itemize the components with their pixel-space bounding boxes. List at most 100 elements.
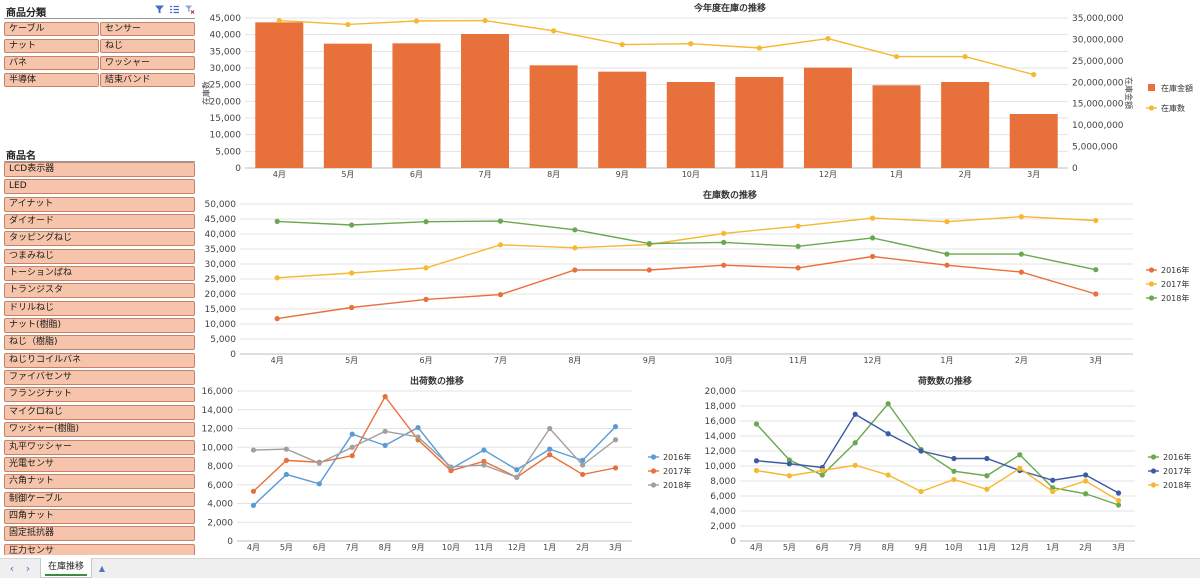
x-tick-label: 5月: [341, 170, 354, 179]
slicer-item[interactable]: 圧力センサ: [4, 543, 195, 555]
data-point-2018年: [721, 239, 727, 245]
slicer-item[interactable]: フランジナット: [4, 387, 195, 403]
slicer-item[interactable]: ワッシャー(樹脂): [4, 422, 195, 438]
slicer-item[interactable]: LED: [4, 179, 195, 195]
multi-select-icon[interactable]: [169, 4, 180, 15]
clear-filter-icon[interactable]: [184, 4, 195, 15]
legend-label: 在庫数: [1161, 103, 1185, 113]
slicer-item[interactable]: センサー: [100, 22, 195, 36]
slicer-item[interactable]: アイナット: [4, 196, 195, 212]
slicer-item[interactable]: ねじ: [100, 39, 195, 53]
data-point-2016年: [547, 446, 553, 452]
data-point-2017年: [423, 265, 429, 271]
slicer-item[interactable]: ファイバセンサ: [4, 370, 195, 386]
y-tick-label: 8,000: [710, 477, 736, 487]
slicer-item[interactable]: 半導体: [4, 73, 99, 87]
slicer-item[interactable]: 光電センサ: [4, 456, 195, 472]
legend-swatch: [1150, 482, 1157, 488]
inventory-combo-chart[interactable]: 今年度在庫の推移 0 5,000 10,000 15,000 20,000 25,000 30…: [200, 0, 1200, 185]
legend-swatch: [1150, 454, 1157, 460]
data-point-2018年: [918, 488, 924, 495]
sheet-tab-inventory[interactable]: 在庫推移: [40, 558, 92, 578]
y-tick-label: 5,000: [210, 335, 236, 345]
filter-icon[interactable]: [154, 4, 165, 15]
bar-在庫金額: [529, 65, 578, 168]
slicer-item[interactable]: ドリルねじ: [4, 300, 195, 316]
bar-在庫金額: [666, 82, 715, 168]
x-tick-label: 8月: [882, 543, 895, 552]
slicer-item[interactable]: 四角ナット: [4, 508, 195, 524]
series-line-2017年: [756, 413, 1119, 494]
slicer-item[interactable]: 結束バンド: [100, 73, 195, 87]
data-point-2018年: [646, 241, 652, 247]
y-tick-label: 6,000: [710, 492, 736, 502]
sheet-menu-button[interactable]: ▲: [98, 564, 106, 573]
legend-label: 在庫金額: [1161, 83, 1193, 93]
x-tick-label: 11月: [475, 543, 493, 552]
data-point-2016年: [721, 262, 727, 268]
category-slicer: 商品分類 ケーブル センサー ナット ねじ バネ ワッシャー 半導体 結束バンド: [4, 2, 195, 94]
bar-在庫金額: [803, 67, 852, 168]
x-tick-label: 11月: [750, 170, 768, 179]
x-tick-label: 9月: [643, 356, 656, 365]
data-point-在庫数: [962, 53, 968, 60]
next-sheet-button[interactable]: ›: [25, 562, 31, 575]
slicer-item[interactable]: ねじ（樹脂): [4, 335, 195, 351]
package-line-chart[interactable]: 荷数数の推移 0 2,000 4,000 6,000 8,000 10,000 12,000 1…: [700, 373, 1200, 555]
data-point-2018年: [869, 235, 876, 241]
slicer-item[interactable]: つまみねじ: [4, 248, 195, 264]
data-point-2017年: [852, 411, 858, 417]
slicer-item[interactable]: タッピングねじ: [4, 231, 195, 247]
data-point-2016年: [984, 473, 990, 479]
data-point-在庫数: [276, 17, 282, 24]
chart-title: 出荷数の推移: [410, 375, 464, 387]
y-tick-label: 15,000: [210, 114, 242, 124]
slicer-item[interactable]: ケーブル: [4, 22, 99, 36]
slicer-item[interactable]: ねじりコイルバネ: [4, 352, 195, 368]
sheet-tab-bar: ‹ › 在庫推移 ▲: [0, 558, 1200, 578]
data-point-2017年: [984, 455, 990, 462]
y2-tick-label: 5,000,000: [1072, 143, 1118, 153]
slicer-item[interactable]: トランジスタ: [4, 283, 195, 299]
y2-tick-label: 15,000,000: [1072, 100, 1124, 110]
x-tick-label: 10月: [682, 170, 700, 179]
slicer-item[interactable]: ナット: [4, 39, 99, 53]
x-tick-label: 4月: [750, 543, 763, 552]
data-point-2016年: [1018, 269, 1024, 275]
slicer-item[interactable]: トーションばね: [4, 266, 195, 282]
y-tick-label: 12,000: [705, 447, 737, 457]
y-axis-label: 在庫数: [201, 81, 211, 105]
slicer-item[interactable]: 六角ナット: [4, 474, 195, 490]
data-point-2017年: [283, 457, 289, 463]
slicer-item[interactable]: ワッシャー: [100, 56, 195, 70]
data-point-2016年: [819, 472, 825, 478]
slicer-item[interactable]: ダイオード: [4, 214, 195, 230]
x-tick-label: 6月: [816, 543, 829, 552]
y-tick-label: 12,000: [202, 425, 234, 435]
data-point-2018年: [1050, 488, 1056, 495]
slicer-item[interactable]: バネ: [4, 56, 99, 70]
shipment-line-chart[interactable]: 出荷数の推移 0 2,000 4,000 6,000 8,000 10,000 12,000 1…: [200, 373, 694, 555]
data-point-2018年: [1017, 465, 1023, 471]
data-point-2017年: [612, 465, 619, 471]
data-point-2017年: [944, 219, 950, 225]
data-point-2018年: [497, 218, 504, 224]
y2-tick-label: 0: [1072, 164, 1078, 174]
slicer-item[interactable]: 制御ケーブル: [4, 491, 195, 507]
slicer-item[interactable]: ナット(樹脂): [4, 318, 195, 334]
inventory-count-line-chart[interactable]: 在庫数の推移 0 5,000 10,000 15,000 20,000 25,000 30,0…: [200, 187, 1200, 370]
y-tick-label: 45,000: [205, 215, 237, 225]
series-line-2018年: [277, 220, 1096, 271]
x-tick-label: 8月: [379, 543, 392, 552]
slicer-item[interactable]: LCD表示器: [4, 162, 195, 177]
data-point-2018年: [1083, 478, 1089, 484]
slicer-item[interactable]: 固定抵抗器: [4, 526, 195, 542]
x-tick-label: 11月: [789, 356, 807, 365]
slicer-item[interactable]: 丸平ワッシャー: [4, 439, 195, 455]
slicer-item[interactable]: マイクロねじ: [4, 404, 195, 420]
prev-sheet-button[interactable]: ‹: [9, 562, 15, 575]
x-tick-label: 5月: [280, 543, 293, 552]
category-slicer-header: 商品分類: [4, 2, 195, 19]
product-slicer-divider: [4, 161, 195, 162]
legend-label: 2018年: [663, 480, 691, 490]
